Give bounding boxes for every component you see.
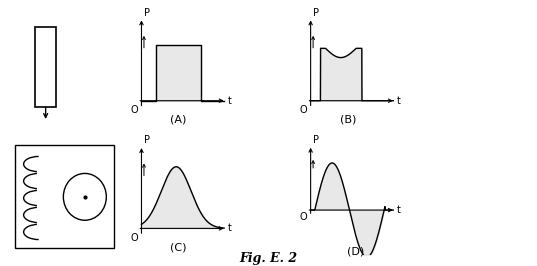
Text: Fig. E. 2: Fig. E. 2 — [240, 252, 297, 265]
Text: (D): (D) — [347, 246, 365, 256]
Text: t: t — [396, 96, 401, 106]
Text: P: P — [313, 135, 319, 145]
Text: t: t — [396, 205, 401, 215]
FancyBboxPatch shape — [15, 145, 114, 248]
Text: t: t — [227, 223, 231, 233]
Text: P: P — [144, 135, 150, 145]
Text: (C): (C) — [170, 243, 187, 253]
Text: O: O — [130, 233, 138, 243]
Text: (B): (B) — [339, 115, 356, 125]
Text: P: P — [313, 7, 319, 18]
Text: O: O — [130, 105, 138, 115]
FancyBboxPatch shape — [35, 27, 56, 107]
Text: O: O — [300, 105, 307, 115]
Text: P: P — [144, 7, 150, 18]
Text: (A): (A) — [170, 115, 187, 125]
Text: O: O — [300, 212, 307, 222]
Text: t: t — [227, 96, 231, 106]
